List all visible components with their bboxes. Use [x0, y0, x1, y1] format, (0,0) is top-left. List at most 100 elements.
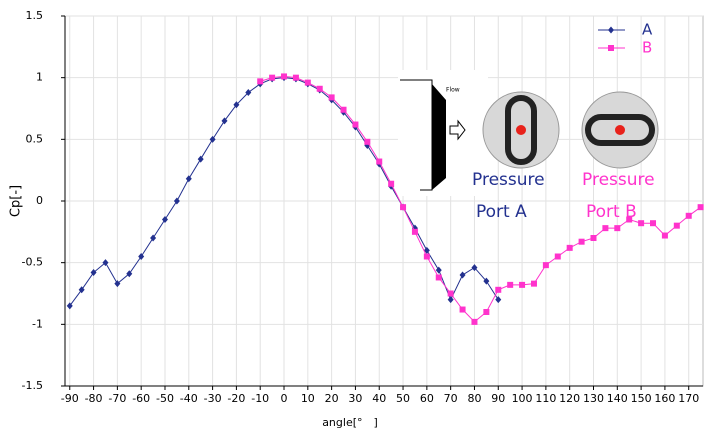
marker [608, 45, 614, 51]
y-tick-label: 1 [36, 71, 43, 84]
x-tick-label: 40 [372, 392, 386, 405]
marker [608, 26, 614, 34]
marker [161, 216, 168, 223]
marker [245, 88, 252, 96]
y-tick-label: -1.5 [22, 379, 43, 392]
marker [519, 281, 526, 288]
flow-plate [432, 84, 446, 190]
plot: -90 -80 -70 -60 -50 -40 -30 -20 -10 0 10 20 30 40 50 60… [22, 9, 704, 405]
marker [173, 197, 180, 205]
ball-a-panel [505, 95, 537, 165]
x-axis-label: angle[° ] [322, 416, 378, 429]
x-tick-label: -20 [227, 392, 245, 405]
marker [483, 309, 490, 315]
marker [150, 234, 157, 242]
marker [66, 302, 73, 310]
marker [411, 228, 418, 235]
marker [388, 180, 395, 187]
marker [554, 253, 561, 260]
legend-label: B [642, 39, 652, 57]
marker [459, 271, 466, 279]
ball-b-panel [585, 114, 655, 146]
marker [447, 296, 454, 304]
marker [304, 79, 311, 86]
flow-arrow [449, 119, 466, 141]
x-tick-label: -80 [85, 392, 103, 405]
marker [495, 296, 502, 304]
x-tick-label: -10 [251, 392, 269, 405]
marker [685, 212, 692, 219]
x-tick-label: 130 [583, 392, 604, 405]
marker [471, 318, 478, 325]
x-tick-label: 120 [559, 392, 580, 405]
marker [614, 225, 621, 232]
marker [138, 253, 145, 260]
x-tick-label: -50 [156, 392, 174, 405]
y-tick-label: 0 [36, 194, 43, 207]
marker [495, 286, 502, 293]
marker [435, 266, 442, 274]
flow-label: Flow [446, 87, 460, 94]
marker [471, 264, 478, 272]
x-tick-label: 30 [348, 392, 362, 405]
annotation: Port B [586, 202, 637, 222]
x-tick-label: 90 [491, 392, 505, 405]
y-tick-label: 0.5 [26, 132, 44, 145]
y-tick-label: -1 [32, 317, 43, 330]
marker [673, 222, 680, 229]
x-tick-label: 70 [444, 392, 458, 405]
x-tick-label: -40 [180, 392, 198, 405]
annotation: Pressure [582, 170, 655, 190]
marker [459, 306, 466, 313]
marker [376, 158, 383, 165]
marker [257, 78, 264, 85]
marker [269, 74, 276, 81]
marker [364, 138, 371, 145]
marker [400, 204, 407, 211]
legend-label: A [642, 21, 653, 39]
x-tick-label: 50 [396, 392, 410, 405]
x-tick-label: -70 [108, 392, 126, 405]
x-tick-label: 140 [607, 392, 628, 405]
x-tick-label: 170 [678, 392, 699, 405]
marker [507, 281, 514, 288]
marker [340, 106, 347, 113]
marker [447, 290, 454, 297]
marker [530, 280, 537, 287]
marker [638, 220, 645, 227]
x-tick-label: 160 [654, 392, 675, 405]
x-tick-label: 110 [535, 392, 556, 405]
marker [126, 270, 133, 278]
legend: AB [598, 21, 653, 57]
marker [316, 85, 323, 92]
marker [602, 225, 609, 232]
marker [423, 253, 430, 260]
marker [281, 73, 288, 80]
marker [90, 269, 97, 277]
marker [578, 238, 585, 245]
marker [233, 101, 240, 109]
marker [352, 121, 359, 128]
marker [661, 232, 668, 239]
marker [221, 117, 228, 125]
marker [78, 286, 85, 294]
x-tick-label: 20 [325, 392, 339, 405]
x-tick-label: 0 [281, 392, 288, 405]
marker [483, 277, 490, 285]
marker [542, 262, 549, 269]
marker [423, 246, 430, 254]
y-tick-label: -0.5 [22, 256, 43, 269]
x-tick-label: -60 [132, 392, 150, 405]
inset: Flow Pressure Port A Pressure Port B [398, 70, 659, 222]
x-tick-label: 150 [631, 392, 652, 405]
marker [328, 94, 335, 101]
x-tick-label: -30 [204, 392, 222, 405]
marker [435, 274, 442, 281]
marker [590, 235, 597, 241]
marker [102, 259, 109, 267]
marker [566, 244, 573, 251]
marker [185, 175, 192, 183]
marker [209, 135, 216, 143]
y-axis-label: Cp[-] [9, 185, 24, 217]
